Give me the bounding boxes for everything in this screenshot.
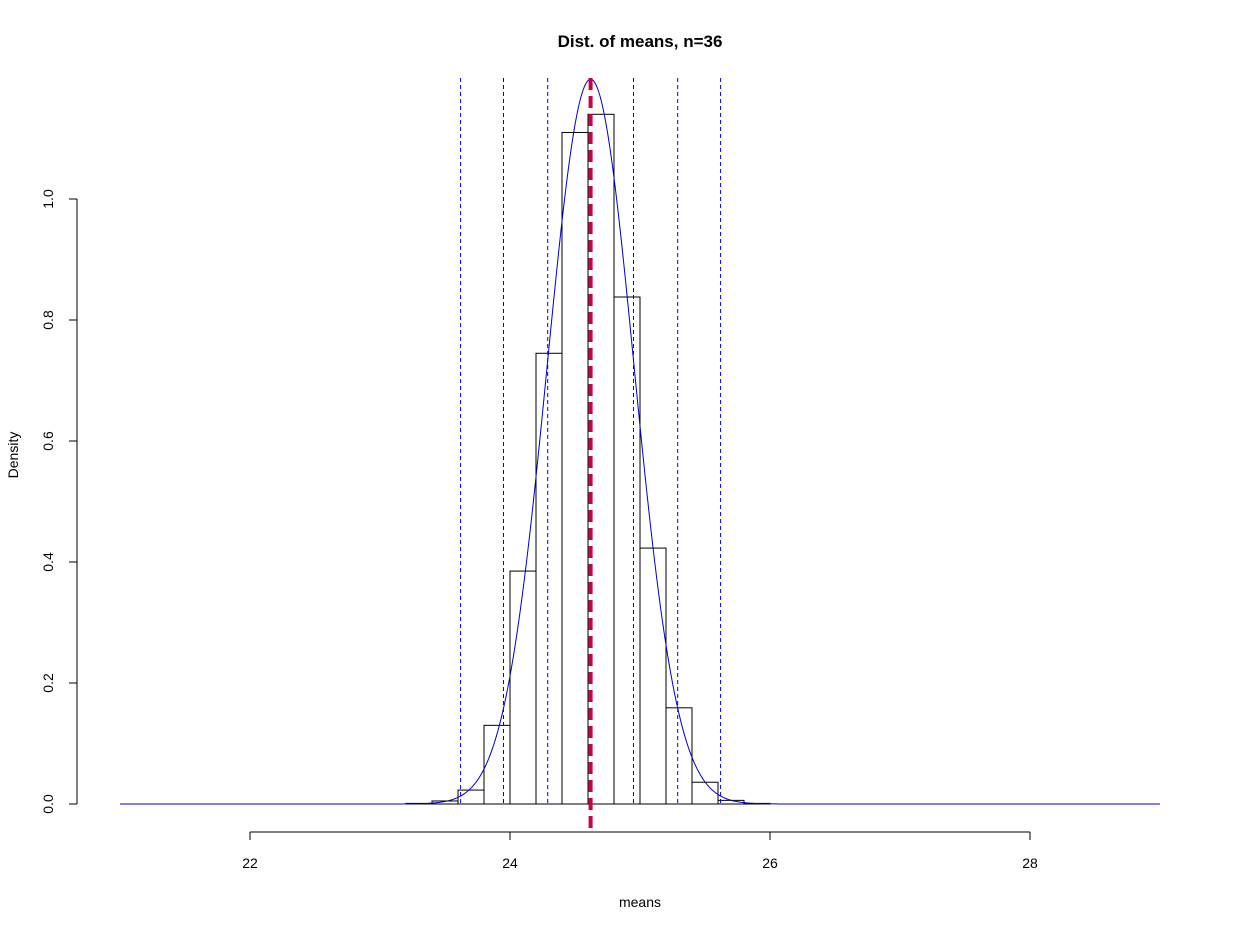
y-tick-label: 0.4 [40,552,56,572]
x-tick-label: 24 [502,855,518,871]
x-axis-label: means [619,894,661,910]
histogram-bar [613,296,641,805]
histogram-bar [457,789,485,805]
y-tick-label: 0.2 [40,673,56,693]
histogram-bar [535,352,563,805]
y-axis-label: Density [5,432,21,479]
y-axis: 0.0 0.2 0.4 0.6 0.8 1.0 [40,189,78,814]
histogram-bar [639,547,667,805]
x-axis: 22 24 26 28 [242,831,1038,871]
x-tick-label: 22 [242,855,258,871]
x-tick-label: 28 [1022,855,1038,871]
x-tick-label: 26 [762,855,778,871]
reference-lines [460,78,722,834]
histogram-bar [691,781,719,805]
density-curve [120,78,1160,805]
y-tick-label: 0.6 [40,431,56,451]
histogram-bar [483,724,511,805]
density-curve-layer [120,78,1160,805]
histogram-bar [561,131,589,805]
histogram-bar [509,570,537,805]
histogram-bar [665,707,693,805]
y-tick-label: 0.8 [40,310,56,330]
y-tick-label: 1.0 [40,189,56,209]
y-tick-label: 0.0 [40,794,56,814]
chart-title: Dist. of means, n=36 [558,32,723,51]
